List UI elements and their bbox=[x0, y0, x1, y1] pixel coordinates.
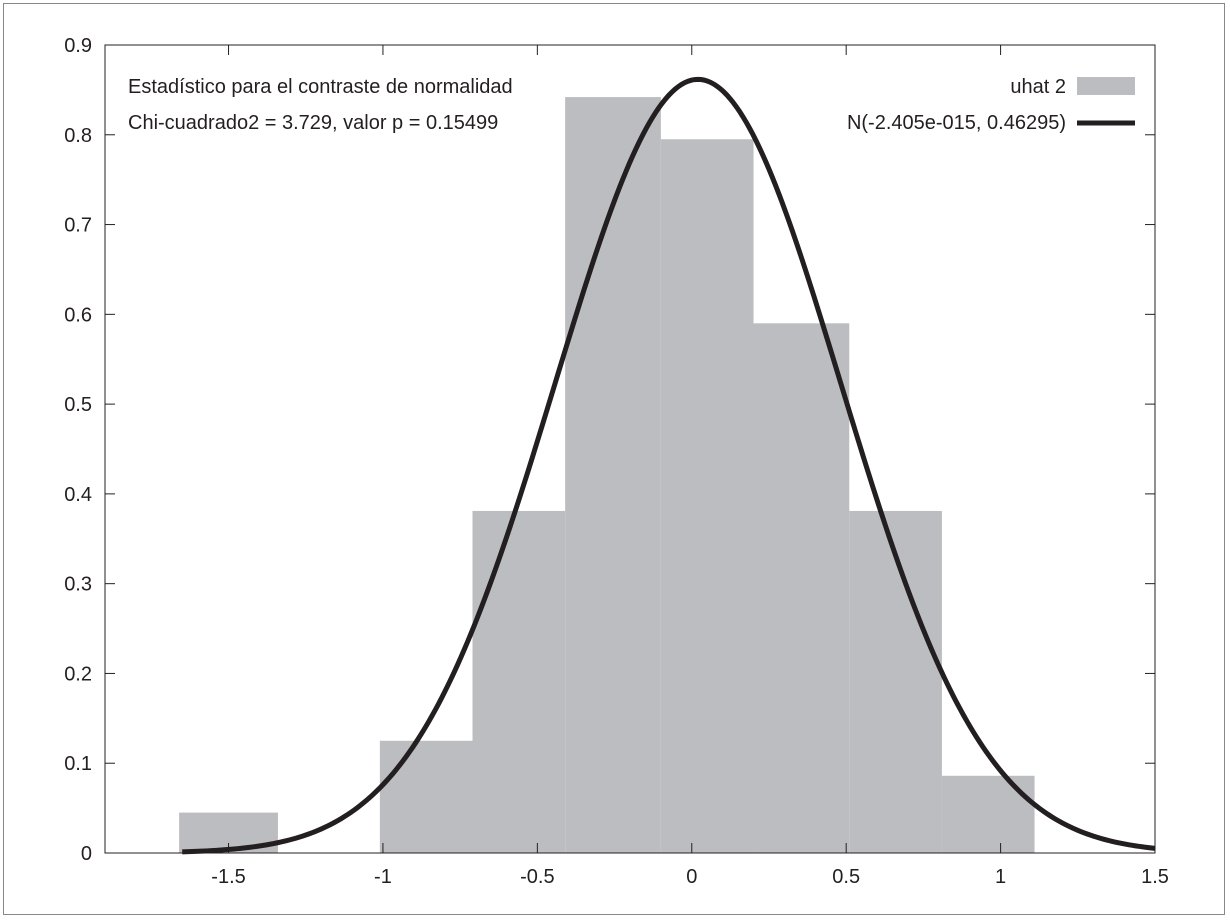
x-tick-label-3: 0 bbox=[686, 866, 697, 888]
x-tick-label-0: -1.5 bbox=[211, 866, 245, 888]
histogram-bar-4 bbox=[660, 139, 754, 853]
legend-label-density: N(-2.405e-015, 0.46295) bbox=[847, 112, 1066, 134]
x-tick-label-5: 1 bbox=[995, 866, 1006, 888]
y-tick-label-7: 0.7 bbox=[64, 215, 92, 237]
histogram-bar-7 bbox=[941, 775, 1035, 853]
legend-label-histogram: uhat 2 bbox=[1010, 76, 1066, 98]
y-tick-label-9: 0.9 bbox=[64, 35, 92, 57]
histogram-bar-3 bbox=[565, 97, 661, 854]
legend-swatch-histogram bbox=[1077, 77, 1135, 95]
annotation-line-1: Estadístico para el contraste de normali… bbox=[128, 76, 513, 98]
density-curve bbox=[182, 76, 1156, 855]
y-tick-label-2: 0.2 bbox=[64, 663, 92, 685]
x-tick-label-1: -1 bbox=[374, 866, 392, 888]
plot-area bbox=[104, 44, 1156, 854]
annotation-line-2: Chi-cuadrado2 = 3.729, valor p = 0.15499 bbox=[128, 112, 498, 134]
legend: uhat 2 N(-2.405e-015, 0.46295) bbox=[847, 76, 1135, 134]
histogram-bars bbox=[179, 97, 1035, 854]
y-tick-label-8: 0.8 bbox=[64, 125, 92, 147]
y-tick-label-1: 0.1 bbox=[64, 753, 92, 775]
y-tick-label-0: 0 bbox=[81, 843, 92, 865]
y-tick-label-6: 0.6 bbox=[64, 304, 92, 326]
x-tick-label-2: -0.5 bbox=[520, 866, 554, 888]
x-tick-label-6: 1.5 bbox=[1141, 866, 1169, 888]
figure-frame bbox=[3, 3, 1225, 915]
histogram-bar-1 bbox=[379, 740, 473, 853]
axis-tick-labels: -1.5 -1 -0.5 0 0.5 1 1.5 0 0.1 0.2 0.3 0.4 0.5 0.6 0.7… bbox=[64, 35, 1169, 888]
y-tick-label-4: 0.4 bbox=[64, 484, 92, 506]
y-tick-label-3: 0.3 bbox=[64, 574, 92, 596]
x-tick-label-4: 0.5 bbox=[832, 866, 860, 888]
axis-ticks bbox=[105, 44, 1156, 854]
histogram-bar-6 bbox=[849, 510, 942, 853]
histogram-bar-5 bbox=[753, 323, 850, 853]
histogram-bar-2 bbox=[472, 510, 566, 853]
y-tick-label-5: 0.5 bbox=[64, 394, 92, 416]
